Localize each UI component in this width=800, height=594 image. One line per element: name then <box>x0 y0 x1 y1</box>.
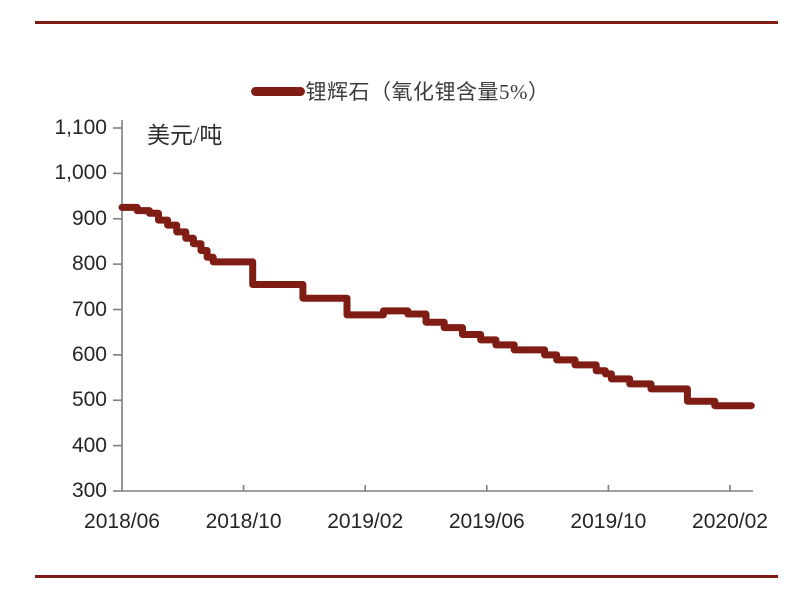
x-tick-label: 2020/02 <box>692 510 768 533</box>
y-axis-unit-label: 美元/吨 <box>147 123 223 148</box>
price-line <box>118 203 755 410</box>
y-tick-label: 500 <box>71 388 107 412</box>
legend-line-swatch <box>250 86 305 96</box>
chart-legend: 锂辉石（氧化锂含量5%） <box>0 76 800 106</box>
y-tick-label: 1,000 <box>54 161 107 185</box>
x-tick-label: 2018/06 <box>84 510 160 533</box>
y-tick-label: 300 <box>71 479 107 502</box>
y-tick-label: 900 <box>71 206 107 230</box>
y-tick-label: 800 <box>71 252 107 276</box>
y-tick-label: 1,100 <box>54 116 107 139</box>
x-tick-label: 2019/06 <box>448 510 525 533</box>
x-tick-label: 2019/02 <box>327 510 404 533</box>
y-tick-label: 700 <box>71 297 107 321</box>
top-divider <box>35 21 778 24</box>
x-tick-label: 2018/10 <box>205 510 282 533</box>
bottom-divider <box>35 575 778 578</box>
legend-label: 锂辉石（氧化锂含量5%） <box>305 80 550 104</box>
y-tick-label: 600 <box>71 342 107 366</box>
x-tick-label: 2019/10 <box>570 510 647 533</box>
y-tick-label: 400 <box>71 433 107 457</box>
